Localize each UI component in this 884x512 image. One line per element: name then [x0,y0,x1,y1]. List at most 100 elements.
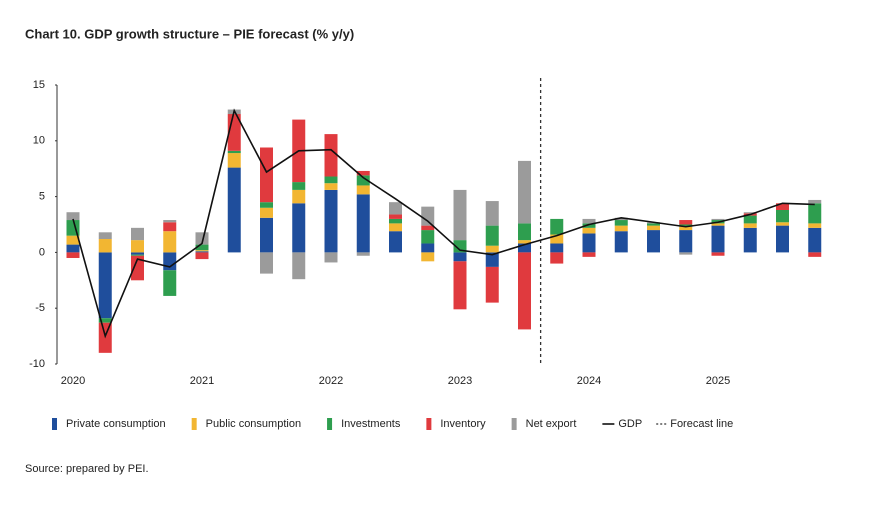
legend-swatch [511,418,517,430]
bar-segment [421,225,435,231]
bar-segment [324,134,338,177]
bar-segment [679,252,693,255]
bar-segment [66,244,80,253]
bar-segment [518,252,531,330]
bar-segment [324,189,338,253]
legend-label: Public consumption [206,418,301,430]
bar-segment [163,231,177,253]
legend-label: GDP [618,418,642,430]
bar-segment [356,170,370,176]
bar-segment [66,235,80,245]
x-tick-label: 2020 [61,375,85,387]
gdp-line [72,108,815,339]
bar-segment [389,231,402,253]
y-tick-label: 0 [39,246,45,258]
bar-segment [808,252,822,257]
bar-segment [518,243,531,253]
bar-segment [743,215,757,224]
bar-segment [582,233,596,253]
x-tick-label: 2025 [706,375,730,387]
x-tick-label: 2024 [577,375,601,387]
bar-segment [582,227,596,234]
bar-segment [195,250,209,252]
bar-segment [227,167,241,253]
bar-segment [550,252,564,264]
bar-segment [292,203,306,253]
bar-segment [260,217,273,253]
legend-label: Forecast line [670,418,733,430]
bar-segment [453,261,467,310]
bar-segment [743,223,757,228]
bar-segment [421,252,435,262]
y-tick-label: -10 [29,358,45,370]
bar-segment [195,251,209,253]
y-tick-label: 10 [33,135,45,147]
bar-segment [292,252,306,280]
bar-segment [356,252,370,256]
x-tick-label: 2023 [448,375,472,387]
bar-segment [389,202,402,215]
bar-segment [98,318,112,323]
bar-segment [131,252,144,255]
x-tick-label: 2022 [319,375,343,387]
bar-segment [485,266,499,303]
bar-segment [582,218,596,224]
chart-title: Chart 10. GDP growth structure – PIE for… [25,26,354,41]
source-note: Source: prepared by PEI. [25,463,149,475]
bar-segment [711,218,725,221]
bar-segment [518,223,531,241]
bar-segment [582,223,596,228]
bar-segment [324,183,338,190]
legend-swatch [52,418,57,430]
bar-segment [485,225,499,246]
bar-segment [485,245,499,253]
bar-segment [227,150,241,154]
legend-label: Net export [526,418,577,430]
bar-segment [356,175,370,186]
bar-segment [98,232,112,240]
bar-segment [614,220,628,226]
y-tick-label: -5 [35,302,45,314]
bar-segment [227,153,241,168]
bar-segment [582,252,596,257]
bar-segment [453,252,467,262]
bar-segment [711,225,725,253]
bar-segment [485,201,499,226]
bar-segment [389,223,402,232]
bar-segment [421,230,435,244]
bar-segment [776,203,789,210]
bar-segment [776,209,789,223]
legend-label: Inventory [440,418,486,430]
legend-label: Private consumption [66,418,166,430]
bar-segment [292,189,306,204]
bar-segment [260,207,273,218]
bar-segment [66,252,80,258]
bar-segment [647,225,660,231]
bar-segment [260,147,273,203]
bar-segment [98,239,112,253]
bar-segment [324,176,338,184]
bar-segment [163,270,177,296]
bar-segment [679,230,693,253]
bar-segment [679,220,693,225]
bar-segment [711,252,725,256]
bar-segment [485,252,499,267]
bar-segment [292,182,306,190]
bar-segment [131,240,144,253]
bar-segment [808,199,822,204]
bar-segment [550,243,564,253]
bar-segment [163,222,177,232]
legend-swatch [191,418,197,430]
bar-segment [356,194,370,253]
bar-segment [518,160,531,224]
bar-segment [647,230,660,253]
bar-segment [776,225,789,253]
bar-segment [743,212,757,214]
bar-segment [195,244,209,251]
bar-segment [711,223,725,226]
bar-segment [550,218,564,235]
bar-segment [66,212,80,221]
bar-segment [421,243,435,253]
bar-segment [614,217,628,221]
